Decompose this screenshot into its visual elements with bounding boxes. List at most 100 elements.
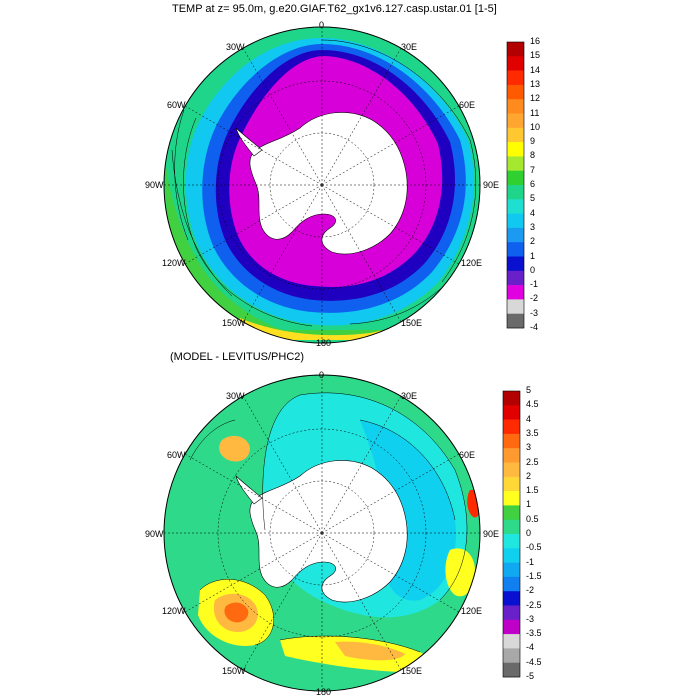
top-lon-label: 120W <box>162 258 186 268</box>
top-lon-label: 0 <box>319 20 325 30</box>
top-colorbar-swatch <box>507 99 524 114</box>
top-colorbar-swatch <box>507 70 524 86</box>
bottom-colorbar-swatch <box>503 619 520 635</box>
top-colorbar-tick-label: 10 <box>530 121 541 132</box>
bottom-colorbar-tick-label: 5 <box>526 385 532 395</box>
bottom-map-border <box>163 374 481 692</box>
bottom-polar-map <box>164 375 480 691</box>
top-colorbar-swatch <box>507 213 524 229</box>
top-colorbar-tick-label: 2 <box>530 236 536 247</box>
top-colorbar-swatch <box>507 84 524 100</box>
top-map-border <box>163 26 481 344</box>
top-colorbar-swatch <box>507 199 524 214</box>
top-lon-label: 30E <box>401 42 418 52</box>
top-colorbar-swatch <box>507 285 524 300</box>
top-colorbar-swatch <box>507 170 524 186</box>
top-colorbar-tick-label: 13 <box>530 78 541 89</box>
top-lon-label: 30W <box>226 42 245 52</box>
top-peninsula <box>235 127 263 157</box>
top-lon-label: 60E <box>459 100 476 110</box>
top-lon-label: 120E <box>461 258 483 268</box>
bottom-colorbar-swatch <box>503 534 520 549</box>
bottom-colorbar-tick-label: -5 <box>526 671 535 681</box>
bottom-colorbar-tick-label: 1 <box>526 499 532 510</box>
bottom-lon-label: 30W <box>226 391 245 401</box>
bottom-colorbar-swatch <box>503 548 520 563</box>
bottom-colorbar-tick-label: -1 <box>526 556 535 567</box>
bottom-colorbar-swatch <box>503 648 520 663</box>
bottom-field-lightblue <box>360 420 456 601</box>
bottom-antarctica <box>249 460 408 603</box>
bottom-lon-label: 30E <box>401 391 418 401</box>
top-map-title: TEMP at z= 95.0m, g.e20.GIAF.T62_gx1v6.1… <box>172 3 497 15</box>
top-colorbar-swatch <box>507 156 524 171</box>
bottom-lon-label: 120E <box>461 606 483 616</box>
top-lon-label: 90E <box>483 180 500 190</box>
bottom-colorbar-swatch <box>503 419 520 435</box>
bottom-colorbar-tick-label: 1.5 <box>526 485 539 496</box>
bottom-colorbar-swatch <box>503 634 520 649</box>
top-colorbar-swatch <box>507 256 524 272</box>
bottom-colorbar-swatch <box>503 491 520 506</box>
bottom-map-title: (MODEL - LEVITUS/PHC2) <box>170 351 305 363</box>
bottom-colorbar-swatch <box>503 605 520 621</box>
bottom-lon-label: 60W <box>167 450 186 460</box>
top-graticule <box>164 27 480 343</box>
bottom-colorbar-swatch <box>503 405 520 420</box>
bottom-graticule <box>164 375 480 691</box>
bottom-lon-label: 60E <box>459 450 476 460</box>
top-lon-label: 90W <box>145 180 164 190</box>
bottom-colorbar-tick-label: 0.5 <box>526 513 539 524</box>
top-colorbar-frame <box>506 41 525 329</box>
bottom-colorbar-swatch <box>503 505 520 520</box>
bottom-field-red-sw <box>224 602 249 623</box>
top-colorbar-swatch <box>507 313 524 329</box>
top-colorbar-swatch <box>507 127 524 143</box>
top-colorbar-swatch <box>507 242 524 257</box>
bottom-colorbar <box>502 390 521 678</box>
bottom-lon-label: 0 <box>319 370 325 380</box>
bottom-colorbar-tick-label: 3 <box>526 442 532 453</box>
bottom-colorbar-tick-label: -2.5 <box>526 599 542 610</box>
bottom-field-orange-s <box>335 641 405 661</box>
bottom-lon-label: 90W <box>145 529 164 539</box>
top-colorbar-tick-label: -1 <box>530 279 539 290</box>
top-colorbar-tick-label: 9 <box>530 136 536 147</box>
bottom-colorbar-frame <box>502 390 521 678</box>
top-colorbar-tick-label: -3 <box>530 307 539 318</box>
top-colorbar-tick-label: 16 <box>530 36 541 46</box>
bottom-colorbar-tick-label: 4.5 <box>526 399 539 410</box>
top-colorbar-tick-label: 6 <box>530 179 536 189</box>
top-colorbar-swatch <box>507 142 524 157</box>
bottom-field-orange-nw <box>219 435 250 462</box>
top-colorbar-tick-label: -2 <box>530 293 539 304</box>
bottom-colorbar-swatch <box>503 448 520 463</box>
bottom-colorbar-tick-label: 2 <box>526 470 532 481</box>
bottom-colorbar-tick-label: -1.5 <box>526 570 542 581</box>
top-colorbar-tick-label: 15 <box>530 50 541 61</box>
bottom-colorbar-tick-label: -3 <box>526 613 535 624</box>
top-colorbar-tick-label: 1 <box>530 250 536 261</box>
top-colorbar-tick-label: 0 <box>530 264 536 275</box>
bottom-colorbar-swatch <box>503 391 520 406</box>
bottom-colorbar-tick-label: -0.5 <box>526 542 542 553</box>
top-lon-label: 180 <box>316 338 332 348</box>
bottom-lon-label: 120W <box>162 606 186 616</box>
top-colorbar-swatch <box>507 42 524 57</box>
bottom-colorbar-swatch <box>503 519 520 535</box>
bottom-colorbar-tick-label: 3.5 <box>526 427 539 438</box>
bottom-colorbar-swatch <box>503 562 520 578</box>
bottom-colorbar-swatch <box>503 576 520 592</box>
top-colorbar-swatch <box>507 113 524 129</box>
bottom-colorbar-tick-label: -2 <box>526 585 535 596</box>
bottom-colorbar-swatch <box>503 662 520 678</box>
bottom-colorbar-swatch <box>503 462 520 478</box>
bottom-colorbar-tick-label: -4.5 <box>526 656 542 667</box>
top-colorbar-tick-label: 11 <box>530 107 540 118</box>
bottom-field-yellow-e <box>445 548 475 597</box>
top-colorbar-swatch <box>507 270 524 286</box>
top-antarctica <box>249 112 408 255</box>
bottom-colorbar-swatch <box>503 433 520 449</box>
bottom-colorbar-swatch <box>503 591 520 606</box>
